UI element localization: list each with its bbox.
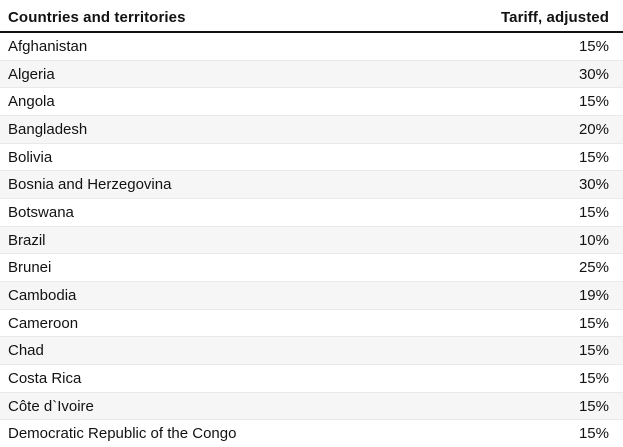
table-row: Botswana 15% xyxy=(0,198,623,226)
table-row: Cambodia 19% xyxy=(0,281,623,309)
table-row: Brunei 25% xyxy=(0,253,623,282)
country-cell: Botswana xyxy=(8,203,74,221)
country-cell: Democratic Republic of the Congo xyxy=(8,425,237,443)
country-cell: Angola xyxy=(8,93,55,111)
column-header-tariff: Tariff, adjusted xyxy=(501,9,609,26)
table-row: Afghanistan 15% xyxy=(0,33,623,60)
tariff-cell: 15% xyxy=(578,369,609,387)
table-row: Côte d`Ivoire 15% xyxy=(0,391,623,420)
tariff-cell: 25% xyxy=(578,259,609,277)
table-row: Costa Rica 15% xyxy=(0,364,623,392)
country-cell: Costa Rica xyxy=(8,369,82,387)
tariff-cell: 15% xyxy=(578,93,609,111)
tariff-cell: 10% xyxy=(578,231,609,249)
table-header-row: Countries and territories Tariff, adjust… xyxy=(0,0,623,33)
column-header-countries: Countries and territories xyxy=(8,9,186,26)
tariff-cell: 20% xyxy=(578,120,609,138)
tariff-cell: 30% xyxy=(578,65,609,83)
table-row: Algeria 30% xyxy=(0,59,623,88)
tariff-cell: 15% xyxy=(578,37,609,55)
country-cell: Brazil xyxy=(8,231,46,249)
tariff-cell: 15% xyxy=(578,397,609,415)
country-cell: Afghanistan xyxy=(8,37,88,55)
table-row: Angola 15% xyxy=(0,87,623,116)
country-cell: Algeria xyxy=(8,65,55,83)
table-row: Cameroon 15% xyxy=(0,308,623,337)
tariff-cell: 19% xyxy=(578,286,609,304)
country-cell: Brunei xyxy=(8,259,52,277)
country-cell: Côte d`Ivoire xyxy=(8,397,94,415)
table-row: Bolivia 15% xyxy=(0,142,623,171)
table-row: Bosnia and Herzegovina 30% xyxy=(0,170,623,199)
country-cell: Bosnia and Herzegovina xyxy=(8,176,172,194)
table-body: Afghanistan 15% Algeria 30% Angola 15% Banglad… xyxy=(0,33,623,447)
tariff-cell: 30% xyxy=(578,176,609,194)
tariff-cell: 15% xyxy=(578,203,609,221)
tariff-cell: 15% xyxy=(578,314,609,332)
country-cell: Chad xyxy=(8,342,44,360)
tariff-cell: 15% xyxy=(578,342,609,360)
country-cell: Bangladesh xyxy=(8,120,88,138)
country-cell: Cameroon xyxy=(8,314,79,332)
table-row: Democratic Republic of the Congo 15% xyxy=(0,419,623,447)
table-row: Brazil 10% xyxy=(0,225,623,254)
country-cell: Bolivia xyxy=(8,148,53,166)
table-row: Bangladesh 20% xyxy=(0,115,623,143)
tariff-cell: 15% xyxy=(578,425,609,443)
table-row: Chad 15% xyxy=(0,336,623,365)
tariff-cell: 15% xyxy=(578,148,609,166)
country-cell: Cambodia xyxy=(8,286,77,304)
